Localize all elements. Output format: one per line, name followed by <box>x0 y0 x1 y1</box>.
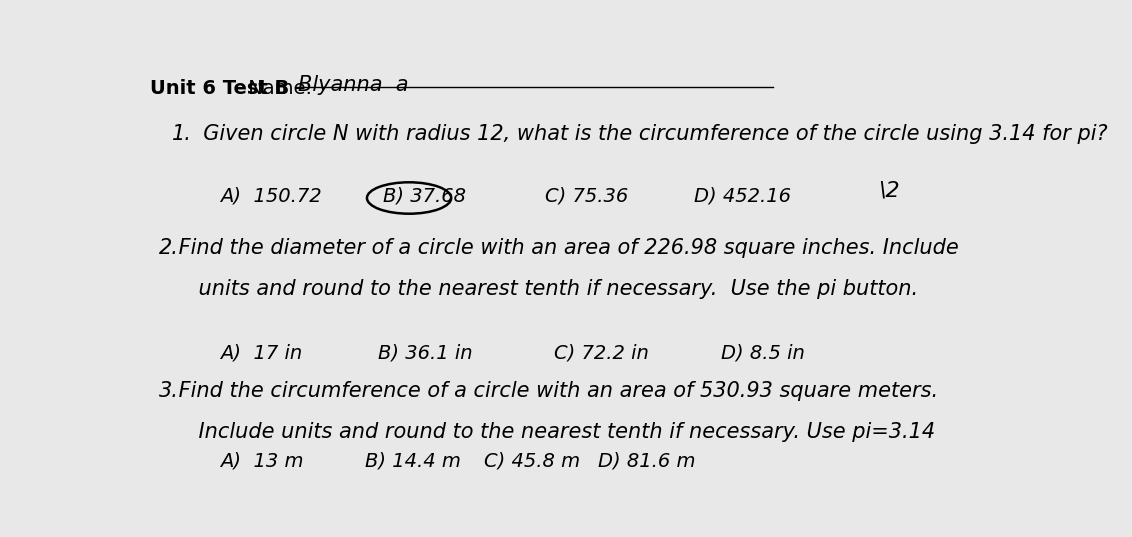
Text: A)  150.72: A) 150.72 <box>221 186 323 206</box>
Text: D) 81.6 m: D) 81.6 m <box>598 451 695 470</box>
Text: units and round to the nearest tenth if necessary.  Use the pi button.: units and round to the nearest tenth if … <box>172 279 918 300</box>
Text: A)  13 m: A) 13 m <box>221 451 305 470</box>
Text: D) 8.5 in: D) 8.5 in <box>721 344 805 362</box>
Text: Given circle N with radius 12, what is the circumference of the circle using 3.1: Given circle N with radius 12, what is t… <box>190 125 1107 144</box>
Text: B) 37.68: B) 37.68 <box>383 186 465 206</box>
Text: C) 72.2 in: C) 72.2 in <box>554 344 649 362</box>
Text: 1.: 1. <box>172 125 192 144</box>
Text: C) 45.8 m: C) 45.8 m <box>483 451 580 470</box>
Text: D) 452.16: D) 452.16 <box>694 186 791 206</box>
Text: 3.: 3. <box>158 381 179 401</box>
Text: Include units and round to the nearest tenth if necessary. Use pi=3.14: Include units and round to the nearest t… <box>172 422 935 442</box>
Text: B) 36.1 in: B) 36.1 in <box>378 344 473 362</box>
Text: A)  17 in: A) 17 in <box>221 344 302 362</box>
Text: \2: \2 <box>878 180 900 200</box>
Text: Find the diameter of a circle with an area of 226.98 square inches. Include: Find the diameter of a circle with an ar… <box>172 238 959 258</box>
Text: Blyanna  a: Blyanna a <box>298 75 409 95</box>
Text: B) 14.4 m: B) 14.4 m <box>366 451 461 470</box>
Text: C) 75.36: C) 75.36 <box>546 186 628 206</box>
Text: Unit 6 Test B: Unit 6 Test B <box>151 79 290 98</box>
Text: Name:: Name: <box>242 79 312 98</box>
Text: 2.: 2. <box>158 238 179 258</box>
Text: Find the circumference of a circle with an area of 530.93 square meters.: Find the circumference of a circle with … <box>172 381 938 401</box>
